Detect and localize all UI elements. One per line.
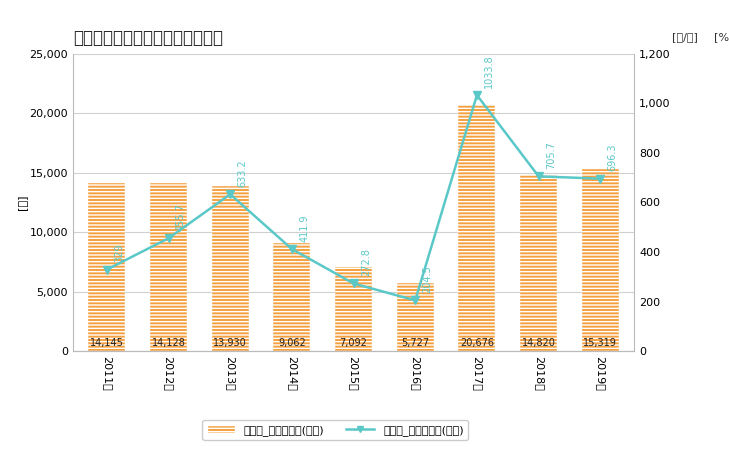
Text: 9,062: 9,062 <box>278 338 305 348</box>
Text: 20,676: 20,676 <box>460 338 494 348</box>
Text: 7,092: 7,092 <box>340 338 367 348</box>
Text: 455.7: 455.7 <box>176 203 186 231</box>
Text: 204.5: 204.5 <box>423 265 432 293</box>
Text: 15,319: 15,319 <box>583 338 617 348</box>
Bar <box>211 185 249 351</box>
Text: 696.3: 696.3 <box>608 144 617 171</box>
Text: 産業用建築物の床面積合計の推移: 産業用建築物の床面積合計の推移 <box>73 29 223 47</box>
Bar <box>273 243 311 351</box>
Bar <box>397 283 434 351</box>
Bar <box>459 105 496 351</box>
Text: 5,727: 5,727 <box>401 338 429 348</box>
Legend: 産業用_床面積合計(左軸), 産業用_平均床面積(右軸): 産業用_床面積合計(左軸), 産業用_平均床面積(右軸) <box>203 420 468 440</box>
Bar <box>520 175 557 351</box>
Text: 14,820: 14,820 <box>522 338 555 348</box>
Text: 272.8: 272.8 <box>361 248 371 276</box>
Bar <box>582 169 619 351</box>
Text: 1033.8: 1033.8 <box>484 54 494 88</box>
Text: [㎡/棟]: [㎡/棟] <box>672 32 698 42</box>
Text: [%]: [%] <box>714 32 729 42</box>
Bar <box>150 183 187 351</box>
Bar <box>335 267 372 351</box>
Text: 13,930: 13,930 <box>214 338 247 348</box>
Text: 633.2: 633.2 <box>238 159 248 187</box>
Y-axis label: [㎡]: [㎡] <box>17 195 27 210</box>
Text: 14,145: 14,145 <box>90 338 124 348</box>
Text: 411.9: 411.9 <box>300 214 309 242</box>
Text: 705.7: 705.7 <box>546 141 556 169</box>
Bar <box>88 183 125 351</box>
Text: 329: 329 <box>114 243 124 262</box>
Text: 14,128: 14,128 <box>152 338 185 348</box>
